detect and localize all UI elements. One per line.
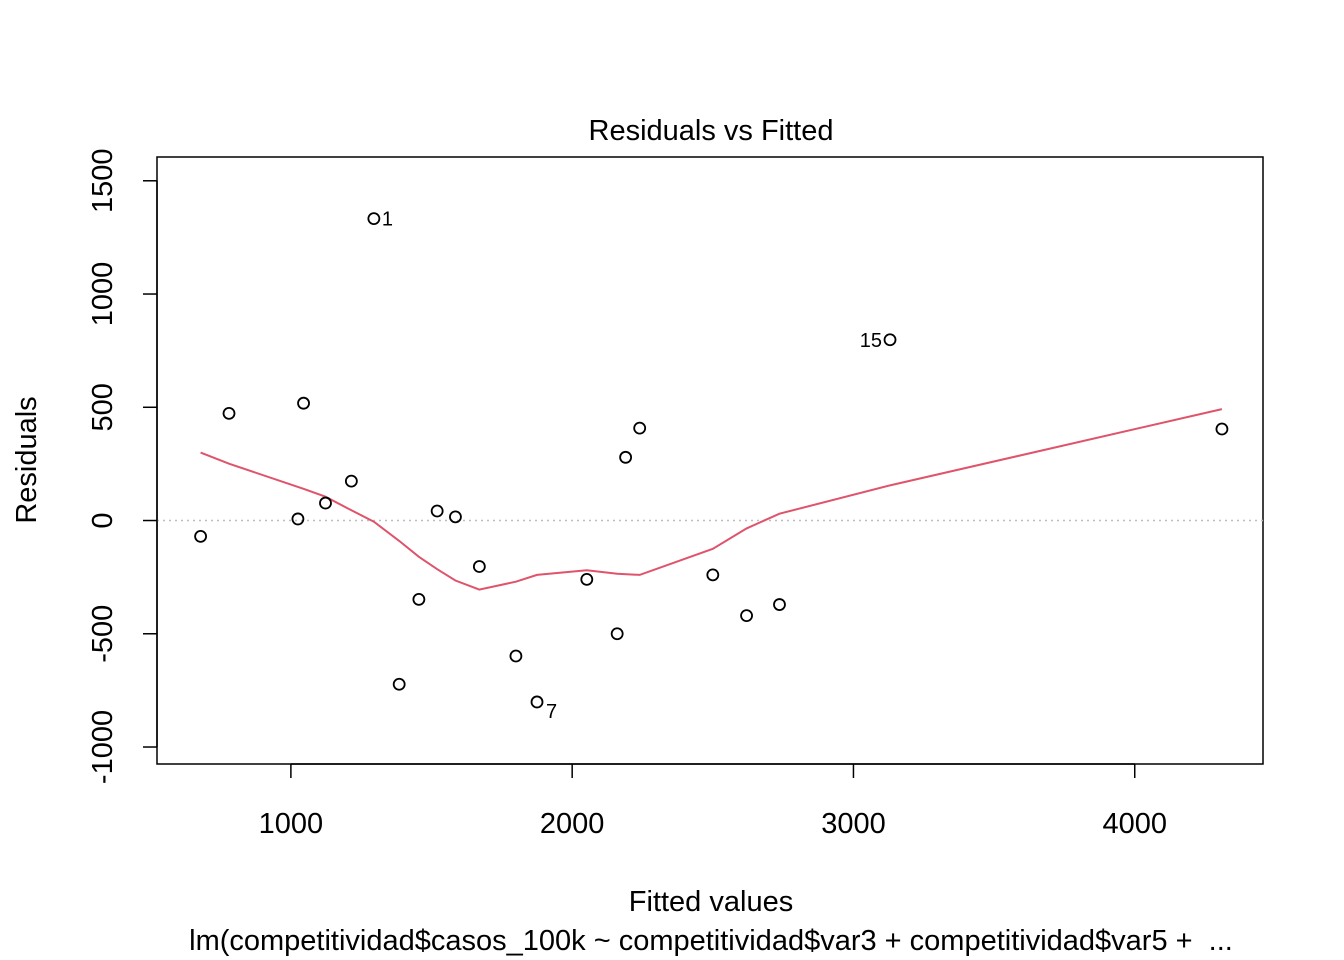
residual-point bbox=[291, 512, 305, 526]
x-tick-label: 4000 bbox=[1102, 808, 1167, 840]
residual-point bbox=[706, 568, 720, 582]
y-tick-label: 500 bbox=[87, 383, 119, 431]
y-tick-label: 1500 bbox=[87, 149, 119, 214]
residual-point bbox=[344, 474, 358, 488]
residual-point bbox=[1215, 422, 1229, 436]
residual-point bbox=[530, 695, 544, 709]
residual-point bbox=[580, 573, 594, 586]
residual-point bbox=[610, 627, 624, 641]
y-tick-label: -500 bbox=[87, 605, 119, 663]
residual-point bbox=[449, 510, 462, 524]
residual-point bbox=[194, 529, 207, 543]
x-tick-label: 2000 bbox=[540, 808, 605, 840]
y-tick-label: 1000 bbox=[87, 262, 119, 327]
residual-point bbox=[367, 212, 381, 226]
residual-point bbox=[392, 677, 406, 691]
y-tick-label: -1000 bbox=[87, 710, 119, 784]
residual-point bbox=[773, 598, 786, 611]
residual-point bbox=[472, 560, 486, 573]
y-axis: -1000 -500 0 500 1000 1500 bbox=[87, 149, 158, 784]
residual-point bbox=[297, 396, 310, 410]
residual-point bbox=[740, 609, 753, 623]
residual-point bbox=[509, 649, 523, 663]
plot-frame bbox=[156, 156, 1264, 765]
model-formula-subtitle: lm(competitividad$casos_100k ~ competiti… bbox=[189, 925, 1233, 957]
residual-point bbox=[319, 496, 332, 510]
loess-smooth-line bbox=[200, 408, 1223, 591]
point-label: 1 bbox=[382, 209, 393, 231]
residual-point bbox=[619, 450, 633, 464]
point-label: 15 bbox=[860, 330, 882, 352]
residual-point bbox=[222, 406, 236, 420]
x-tick-label: 1000 bbox=[259, 808, 324, 840]
x-tick-label: 3000 bbox=[821, 808, 886, 840]
x-axis-label: Fitted values bbox=[629, 886, 793, 918]
y-tick-label: 0 bbox=[87, 512, 119, 528]
x-axis: 1000 2000 3000 4000 bbox=[259, 763, 1167, 840]
residual-point bbox=[430, 504, 444, 518]
point-label: 7 bbox=[546, 701, 557, 723]
residual-point bbox=[633, 421, 647, 435]
chart-title: Residuals vs Fitted bbox=[589, 115, 834, 147]
residual-point bbox=[412, 592, 426, 606]
residual-point bbox=[883, 333, 897, 347]
y-axis-label: Residuals bbox=[11, 396, 43, 523]
